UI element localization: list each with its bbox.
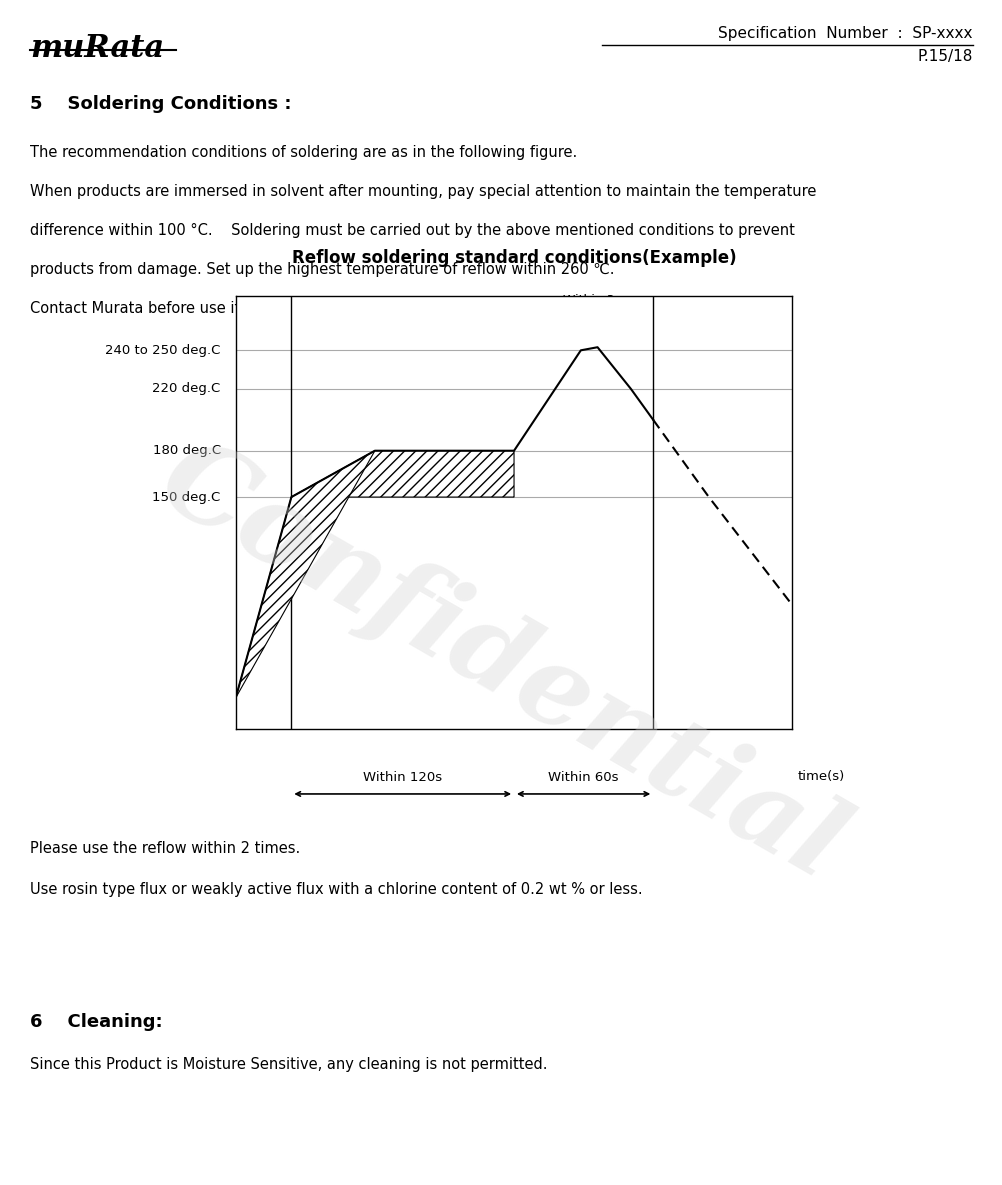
Text: 180 deg.C: 180 deg.C bbox=[152, 444, 220, 457]
Text: Use rosin type flux or weakly active flux with a chlorine content of 0.2 wt % or: Use rosin type flux or weakly active flu… bbox=[30, 882, 642, 897]
Text: Specification  Number  :  SP-xxxx: Specification Number : SP-xxxx bbox=[717, 26, 972, 41]
Text: Since this Product is Moisture Sensitive, any cleaning is not permitted.: Since this Product is Moisture Sensitive… bbox=[30, 1057, 547, 1072]
Text: Pre-heating: Pre-heating bbox=[352, 636, 453, 652]
Text: difference within 100 °C.    Soldering must be carried out by the above mentione: difference within 100 °C. Soldering must… bbox=[30, 223, 795, 238]
Text: Reflow soldering standard conditions(Example): Reflow soldering standard conditions(Exa… bbox=[292, 249, 735, 267]
Text: 150 deg.C: 150 deg.C bbox=[152, 491, 220, 504]
Text: Contact Murata before use if concerning other soldering conditions.: Contact Murata before use if concerning … bbox=[30, 301, 526, 316]
Text: When products are immersed in solvent after mounting, pay special attention to m: When products are immersed in solvent af… bbox=[30, 184, 816, 199]
Text: products from damage. Set up the highest temperature of reflow within 260 ℃.: products from damage. Set up the highest… bbox=[30, 262, 614, 277]
FancyArrowPatch shape bbox=[573, 309, 577, 314]
Text: 5    Soldering Conditions :: 5 Soldering Conditions : bbox=[30, 95, 292, 113]
FancyArrowPatch shape bbox=[607, 309, 610, 314]
Text: Within 3s: Within 3s bbox=[563, 294, 621, 307]
Text: 240 to 250 deg.C: 240 to 250 deg.C bbox=[105, 344, 220, 357]
Polygon shape bbox=[292, 450, 513, 497]
Polygon shape bbox=[235, 450, 375, 698]
Text: muRata: muRata bbox=[30, 33, 164, 64]
Text: Within 120s: Within 120s bbox=[363, 771, 442, 784]
Text: Cooling down: Cooling down bbox=[663, 395, 754, 408]
Text: Confidential: Confidential bbox=[141, 424, 861, 903]
Text: P.15/18: P.15/18 bbox=[917, 49, 972, 64]
Text: Within 60s: Within 60s bbox=[548, 771, 618, 784]
Text: 6    Cleaning:: 6 Cleaning: bbox=[30, 1013, 162, 1031]
Text: Please use the reflow within 2 times.: Please use the reflow within 2 times. bbox=[30, 841, 300, 857]
Text: The recommendation conditions of soldering are as in the following figure.: The recommendation conditions of solderi… bbox=[30, 145, 577, 160]
Text: Slowly: Slowly bbox=[663, 424, 706, 437]
Text: 220 deg.C: 220 deg.C bbox=[152, 383, 220, 396]
Text: time(s): time(s) bbox=[797, 770, 844, 783]
